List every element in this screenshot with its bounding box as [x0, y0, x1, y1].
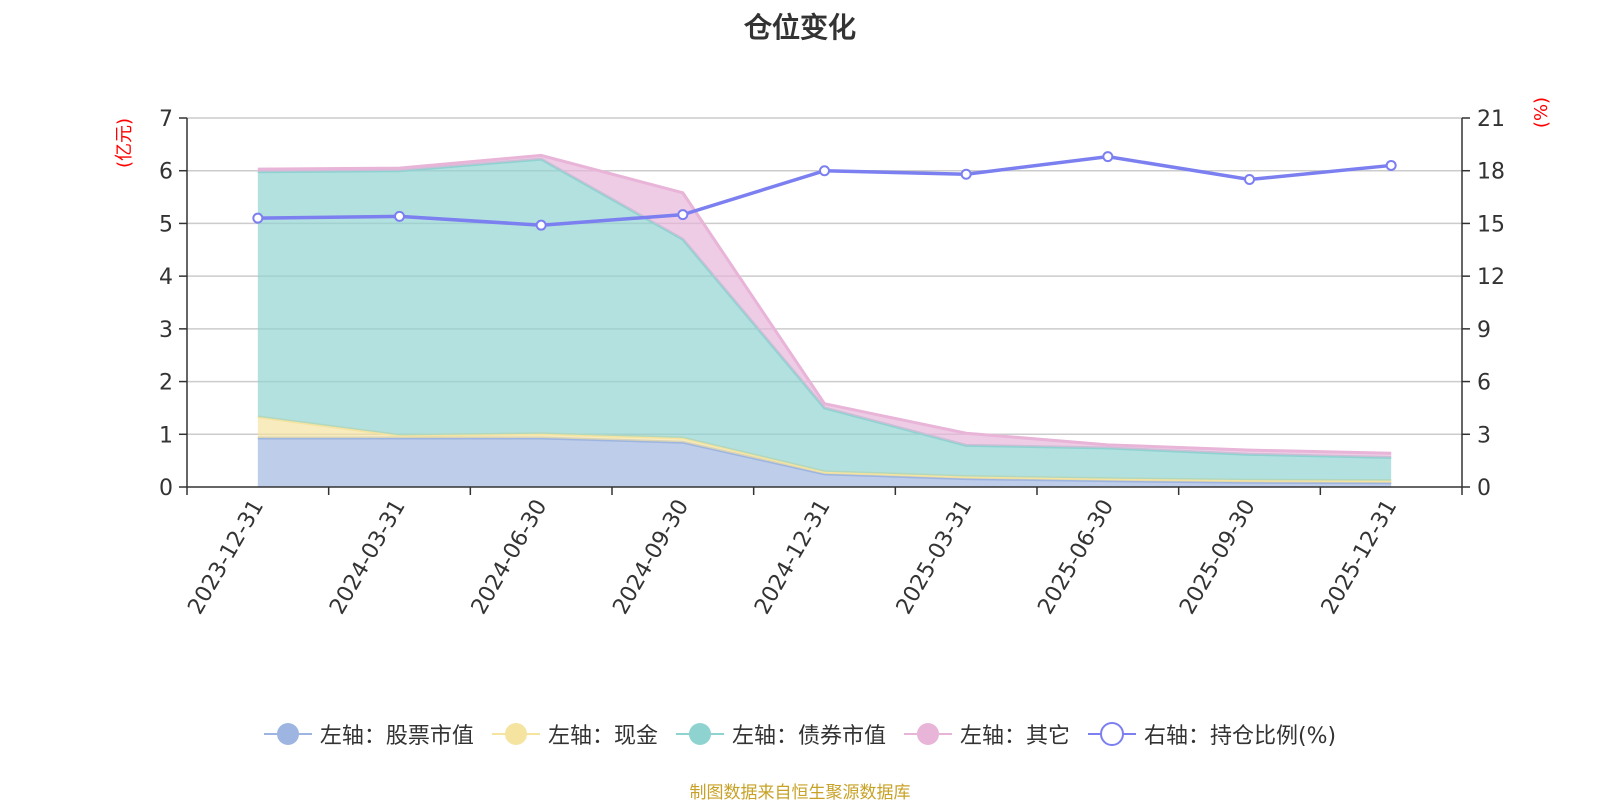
right-axis-tick-label: 15 [1477, 212, 1505, 237]
left-axis-tick-label: 0 [159, 476, 173, 501]
legend-cash-icon [491, 723, 540, 745]
left-axis-tick-label: 5 [159, 212, 173, 237]
x-axis-tick-label: 2024-09-30 [608, 496, 694, 619]
area-series-line-1 [257, 415, 1392, 483]
x-axis-tick-label: 2025-06-30 [1033, 496, 1119, 619]
legend-bond-icon [675, 723, 724, 745]
legend-label-stock: 左轴：股票市值 [319, 724, 474, 749]
legend-label-other: 左轴：其它 [959, 724, 1070, 749]
right-axis-tick-label: 12 [1477, 265, 1505, 290]
x-axis-tick-label: 2025-09-30 [1175, 496, 1261, 619]
x-axis-tick-label: 2024-12-31 [750, 496, 836, 619]
chart-title: 仓位变化 [743, 11, 856, 44]
legend-item-cash[interactable]: 左轴：现金 [491, 718, 658, 750]
legend-item-ratio[interactable]: 右轴：持仓比例(%) [1087, 718, 1337, 750]
legend-ratio-icon [1087, 722, 1136, 746]
right-axis-tick-label: 0 [1477, 476, 1491, 501]
right-axis-tick-label: 3 [1477, 423, 1491, 448]
data-source-note: 制图数据来自恒生聚源数据库 [689, 783, 911, 803]
ratio-point [960, 168, 972, 180]
left-axis-tick-label: 2 [159, 371, 173, 396]
right-axis-tick-label: 18 [1477, 160, 1505, 185]
legend-label-ratio: 右轴：持仓比例(%) [1143, 724, 1337, 749]
ratio-point [1244, 174, 1255, 185]
right-axis-tick-label: 6 [1477, 371, 1491, 396]
left-axis-tick-label: 6 [159, 160, 173, 185]
x-axis-tick-label: 2024-06-30 [467, 496, 553, 619]
ratio-point [535, 219, 547, 231]
legend-item-stock[interactable]: 左轴：股票市值 [263, 718, 474, 750]
left-axis-tick-label: 1 [159, 423, 173, 448]
legend-item-bond[interactable]: 左轴：债券市值 [675, 718, 886, 750]
area-series-2 [257, 159, 1392, 481]
x-axis-tick-label: 2023-12-31 [183, 496, 269, 619]
legend-other-icon [903, 723, 952, 745]
x-axis-tick-label: 2025-03-31 [892, 496, 978, 619]
ratio-point [1385, 159, 1397, 171]
ratio-point [1102, 151, 1114, 163]
ratio-point [252, 212, 264, 224]
left-axis-tick-label: 4 [159, 265, 173, 290]
ratio-point [677, 209, 689, 221]
right-axis-tick-label: 9 [1477, 318, 1491, 343]
area-series-0 [257, 437, 1392, 487]
x-axis-tick-label: 2025-12-31 [1317, 496, 1403, 619]
x-axis-tick-label: 2024-03-31 [325, 496, 411, 619]
legend: 左轴：股票市值 左轴：现金 左轴：债券市值 左轴：其它 右轴：持仓比例(%) [0, 718, 1600, 750]
left-axis-tick-label: 3 [159, 318, 173, 343]
ratio-point [394, 210, 405, 222]
legend-label-bond: 左轴：债券市值 [731, 724, 886, 749]
legend-label-cash: 左轴：现金 [547, 724, 658, 749]
ratio-point [819, 165, 830, 177]
right-axis-tick-label: 21 [1477, 107, 1505, 132]
area-series-line-3 [257, 153, 1392, 455]
left-axis-tick-label: 7 [159, 107, 173, 132]
legend-item-other[interactable]: 左轴：其它 [903, 718, 1070, 750]
legend-stock-icon [263, 723, 312, 745]
